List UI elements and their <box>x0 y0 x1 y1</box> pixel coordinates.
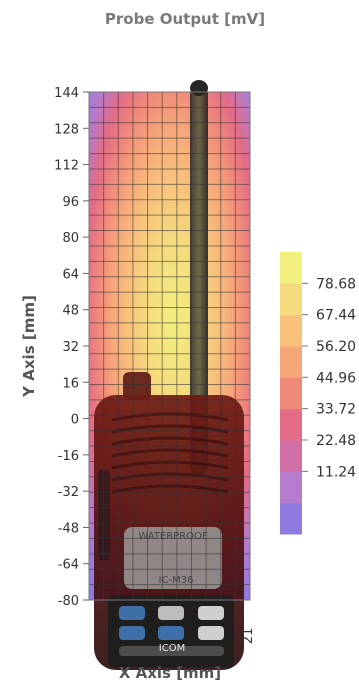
y-tick-label: -48 <box>58 521 79 536</box>
x-axis-label: X Axis [mm] <box>119 664 221 682</box>
colorbar-tick-label: 56.20 <box>316 339 356 355</box>
colorbar-band <box>280 252 302 284</box>
colorbar-tick-label: 22.48 <box>316 433 356 449</box>
chart-title: Probe Output [mV] <box>105 10 265 28</box>
y-tick-label: -32 <box>58 485 79 500</box>
y-tick-label: 16 <box>62 376 79 391</box>
radio-antenna <box>190 85 208 475</box>
y-tick-label: 144 <box>54 86 79 101</box>
colorbar-band <box>280 283 302 316</box>
colorbar-band <box>280 314 302 347</box>
y-tick-label: -64 <box>58 558 79 573</box>
radio-keys <box>119 606 224 656</box>
colorbar-tick-label: 33.72 <box>316 402 356 418</box>
colorbar-tick-label: 78.68 <box>316 276 356 292</box>
radio-grille <box>111 412 229 494</box>
colorbar: 78.68 67.44 56.20 44.96 33.72 22.48 11.24 <box>280 252 356 535</box>
x-tick-label: 21 <box>241 628 256 645</box>
y-tick-label: 48 <box>62 304 79 319</box>
y-tick-label: -16 <box>58 449 79 464</box>
y-axis-ticks: 144 128 112 96 80 64 48 32 16 0 -16 -32 -48 -64 -80 <box>54 86 89 609</box>
y-tick-label: 64 <box>62 267 79 282</box>
colorbar-tick-label: 44.96 <box>316 370 356 386</box>
radio-waterproof-text: WATERPROOF <box>138 531 208 542</box>
colorbar-tick-label: 67.44 <box>316 308 356 324</box>
y-tick-label: 80 <box>62 231 79 246</box>
radio-antenna-tip <box>190 80 208 96</box>
y-tick-label: 112 <box>54 159 79 174</box>
colorbar-band <box>280 440 302 472</box>
y-tick-label: 128 <box>54 122 79 137</box>
y-tick-label: 0 <box>71 413 79 428</box>
radio-model-text: IC-M36 <box>159 575 194 586</box>
y-tick-label: 32 <box>62 340 79 355</box>
radio-brand-text: ICOM <box>159 643 185 654</box>
colorbar-tick-label: 11.24 <box>316 464 356 480</box>
heatmap-grid <box>88 91 251 601</box>
colorbar-band <box>280 377 302 410</box>
colorbar-band <box>280 408 302 441</box>
colorbar-band <box>280 346 302 378</box>
y-axis-label: Y Axis [mm] <box>20 295 38 398</box>
radio-knob <box>123 372 151 400</box>
radio-display <box>124 527 222 589</box>
colorbar-band <box>280 471 302 504</box>
y-tick-label: -80 <box>58 594 79 609</box>
y-tick-label: 96 <box>62 195 79 210</box>
colorbar-band <box>280 502 302 535</box>
